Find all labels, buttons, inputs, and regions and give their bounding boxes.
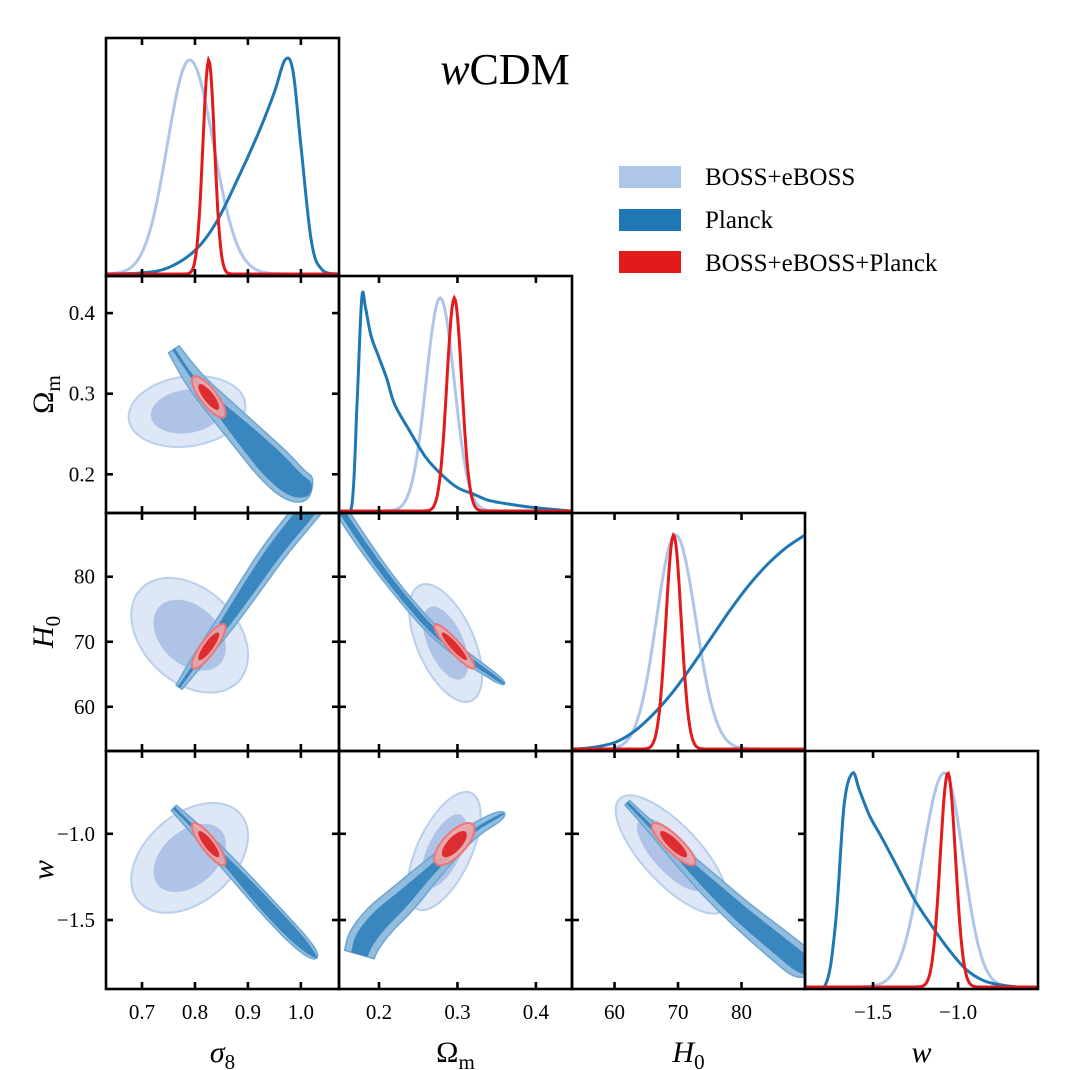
panel-H0-vs-w [614, 794, 805, 978]
boss-eboss-marginal-line [339, 296, 572, 513]
y-tick-label-Omega_m: 0.2 [69, 462, 95, 486]
x-axis-label-sigma8: σ8 [210, 1036, 235, 1070]
marginal-Omega_m [339, 290, 572, 513]
x-tick-label-H0: 60 [604, 1000, 625, 1024]
x-tick-label-sigma8: 1.0 [288, 1000, 314, 1024]
x-tick-label-sigma8: 0.8 [182, 1000, 208, 1024]
y-tick-label-Omega_m: 0.3 [69, 382, 95, 406]
legend-swatch-boss-eboss [619, 166, 681, 188]
legend-label-planck: Planck [705, 207, 774, 234]
marginal-H0 [572, 531, 805, 751]
y-tick-label-Omega_m: 0.4 [69, 301, 96, 325]
chart-title: wCDM [440, 45, 570, 94]
planck-contour-68 [351, 812, 505, 957]
panel-Omega_m-vs-w [343, 790, 506, 960]
x-tick-label-w: −1.5 [854, 1000, 892, 1024]
x-tick-label-H0: 80 [731, 1000, 752, 1024]
y-tick-label-H0: 60 [74, 695, 95, 719]
y-tick-label-w: −1.0 [57, 822, 95, 846]
combined-contour-68 [198, 831, 220, 858]
title-italic: w [440, 45, 470, 94]
x-tick-label-Omega_m: 0.3 [444, 1000, 470, 1024]
legend: BOSS+eBOSS Planck BOSS+eBOSS+Planck [619, 164, 938, 277]
panel-sigma8-vs-Omega_m [127, 344, 314, 503]
title-rest: CDM [470, 45, 570, 94]
x-tick-label-Omega_m: 0.4 [523, 1000, 550, 1024]
combined-contour-68 [198, 384, 220, 410]
legend-swatch-combined [619, 251, 681, 273]
x-axis-label-w: w [911, 1036, 931, 1069]
y-tick-label-w: −1.5 [57, 908, 95, 932]
combined-contour-68 [198, 632, 220, 661]
x-axis-label-H0: H0 [671, 1036, 704, 1070]
planck-marginal-line [106, 56, 339, 276]
x-tick-label-H0: 70 [668, 1000, 689, 1024]
y-tick-label-H0: 80 [74, 565, 95, 589]
x-axis-label-Omega_m: Ωm [436, 1036, 475, 1070]
combined-contour-68 [441, 632, 467, 661]
x-tick-label-sigma8: 0.7 [129, 1000, 155, 1024]
y-axis-label-w: w [27, 860, 60, 880]
planck-marginal-line [339, 290, 572, 513]
frames-layer [104, 36, 1040, 991]
planck-marginal-line [572, 533, 805, 751]
x-tick-label-sigma8: 0.9 [235, 1000, 261, 1024]
planck-contour-68 [172, 348, 312, 498]
axis-labels-layer: σ8 Ωm H0 w Ωm H0 w [27, 375, 932, 1070]
legend-swatch-planck [619, 209, 681, 231]
panel-frame-0-0 [104, 36, 341, 278]
x-tick-label-w: −1.0 [939, 1000, 977, 1024]
combined-contour-68 [660, 831, 688, 858]
legend-label-combined: BOSS+eBOSS+Planck [705, 250, 938, 277]
x-tick-label-Omega_m: 0.2 [366, 1000, 392, 1024]
panel-sigma8-vs-H0 [130, 513, 323, 694]
legend-label-boss-eboss: BOSS+eBOSS [705, 164, 855, 191]
planck-contour-68 [339, 513, 505, 685]
planck-marginal-line [805, 771, 1038, 989]
marginal-sigma8 [106, 55, 339, 276]
combined-marginal-line [572, 531, 805, 751]
y-axis-label-H0: H0 [27, 616, 65, 649]
panels-layer [106, 55, 1038, 989]
panel-Omega_m-vs-H0 [339, 513, 506, 704]
combined-marginal-line [805, 771, 1038, 989]
tick-labels-layer: 0.7 0.8 0.9 1.0 0.2 0.3 0.4 60 70 80 −1.5 −1.0 0.2 0.… [57, 301, 977, 1024]
combined-contour-68 [441, 831, 467, 858]
y-tick-label-H0: 70 [74, 630, 95, 654]
marginal-w [805, 771, 1038, 989]
panel-frame-3-3 [803, 749, 1040, 991]
panel-sigma8-vs-w [130, 801, 319, 960]
y-axis-label-Omega_m: Ωm [27, 375, 65, 414]
